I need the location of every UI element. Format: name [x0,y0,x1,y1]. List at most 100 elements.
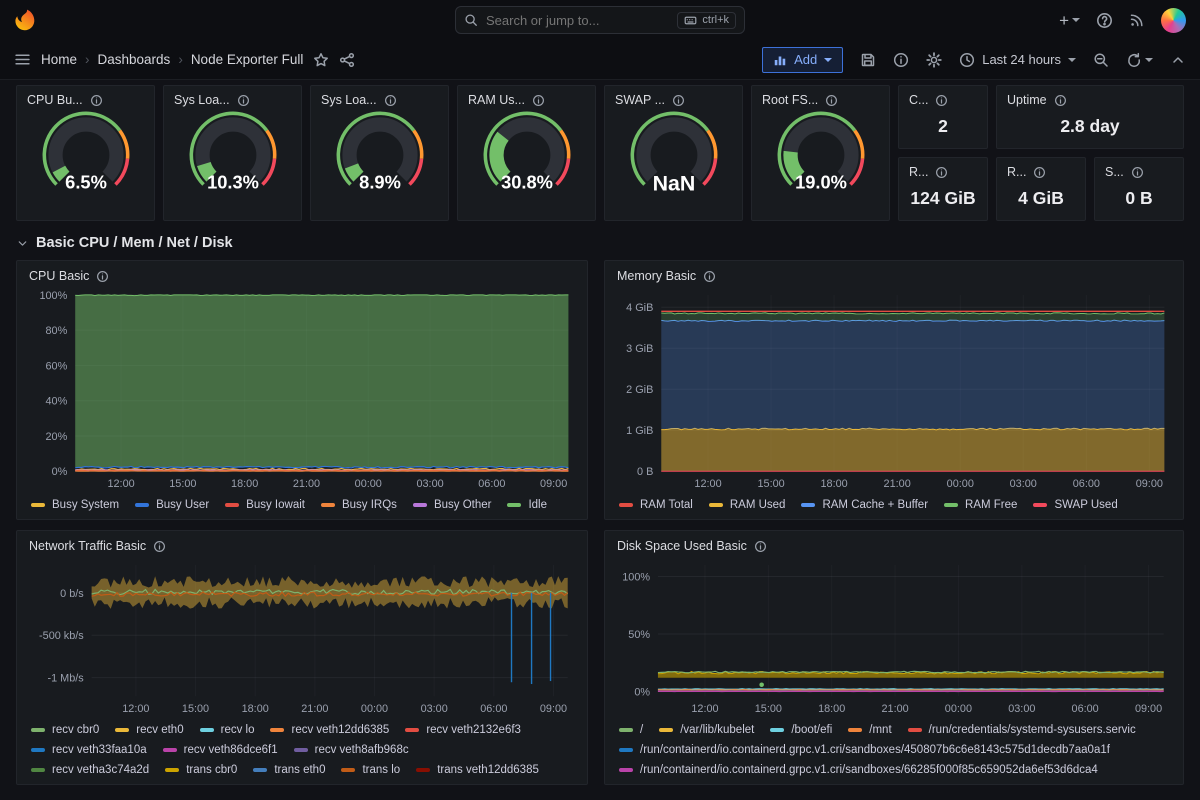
legend-item[interactable]: /run/credentials/systemd-sysusers.servic [907,724,1136,736]
legend-item[interactable]: recv veth2132e6f3 [405,724,521,736]
svg-text:21:00: 21:00 [301,703,328,715]
dashboard-settings-button[interactable] [926,51,942,68]
legend-item[interactable]: trans cbr0 [165,764,237,776]
series-color-dash [801,503,816,507]
legend-item[interactable]: Busy User [135,499,209,511]
refresh-interval-caret[interactable] [1145,57,1153,62]
gauge: 30.8% [483,111,570,193]
info-icon[interactable] [90,94,103,107]
gauge: 6.5% [42,111,129,193]
search-input[interactable]: ctrl+k [455,6,745,34]
info-icon[interactable] [1054,94,1067,107]
search-field[interactable] [486,12,670,28]
legend-item[interactable]: SWAP Used [1033,499,1118,511]
legend-item[interactable]: recv eth0 [115,724,184,736]
series-color-dash [619,748,633,752]
legend-item[interactable]: recv cbr0 [31,724,99,736]
legend-item[interactable]: recv lo [199,724,254,736]
legend-item[interactable]: RAM Total [619,499,693,511]
info-icon[interactable] [1033,166,1046,179]
legend-item[interactable]: recv veth12dd6385 [270,724,389,736]
legend-item[interactable]: /mnt [848,724,892,736]
legend-item[interactable]: Busy IRQs [320,499,397,511]
user-avatar[interactable] [1161,7,1186,33]
row-basic-cpu-mem-net-disk[interactable]: Basic CPU / Mem / Net / Disk [16,235,1184,251]
info-icon[interactable] [153,540,166,553]
time-range-picker[interactable]: Last 24 hours [959,52,1076,68]
legend-item[interactable]: Busy Other [412,499,491,511]
legend-item[interactable]: recv veth33faa10a [31,744,147,756]
legend-item[interactable]: / [619,724,643,736]
panel-title: RAM Us... [468,93,525,107]
grafana-logo[interactable] [14,8,38,32]
legend-item[interactable]: recv veth8afb968c [293,744,409,756]
info-icon[interactable] [703,270,716,283]
series-color-dash [405,728,420,732]
legend-label: Busy Iowait [246,499,305,511]
panel-stat-1: Uptime 2.8 day [996,85,1184,149]
info-icon[interactable] [532,94,545,107]
disk-space-plot[interactable]: 100% 50% 0% 12:00 15:00 18:00 21:00 00:00 03:00 0… [613,557,1177,718]
dashboard-insights-button[interactable] [893,52,909,68]
legend-item[interactable]: /var/lib/kubelet [659,724,754,736]
legend-item[interactable]: Busy System [31,499,119,511]
info-icon[interactable] [935,94,948,107]
save-icon [861,53,875,66]
new-menu-button[interactable]: + [1059,12,1080,29]
network-traffic-legend: recv cbr0 recv eth0 recv lo recv veth12dd63… [25,718,579,780]
save-dashboard-button[interactable] [860,52,876,68]
share-button[interactable] [339,52,355,68]
svg-text:2 GiB: 2 GiB [626,384,653,396]
svg-text:100%: 100% [622,571,650,583]
news-button[interactable] [1129,12,1145,28]
zoom-out-time-button[interactable] [1093,52,1109,68]
info-icon[interactable] [1131,166,1144,179]
legend-item[interactable]: trans veth12dd6385 [416,764,539,776]
legend-item[interactable]: recv vetha3c74a2d [31,764,149,776]
legend-item[interactable]: RAM Cache + Buffer [801,499,928,511]
panel-title: SWAP ... [615,93,666,107]
legend-item[interactable]: trans lo [341,764,400,776]
breadcrumb-current[interactable]: Node Exporter Full [190,52,304,67]
collapse-toolbar-button[interactable] [1170,52,1186,68]
info-icon[interactable] [237,94,250,107]
mega-menu-button[interactable] [14,51,31,68]
legend-item[interactable]: Busy Iowait [225,499,305,511]
memory-basic-plot[interactable]: 4 GiB 3 GiB 2 GiB 1 GiB 0 B 12:00 15:00 18:00 21… [613,287,1177,493]
svg-text:0 B: 0 B [637,466,653,478]
breadcrumb-dashboards[interactable]: Dashboards [97,52,171,67]
network-traffic-plot[interactable]: 0 b/s -500 kb/s -1 Mb/s 12:00 15:00 18:00 21:0… [25,557,581,718]
zoom-out-icon [1094,52,1108,67]
svg-text:1 GiB: 1 GiB [626,425,653,437]
info-icon[interactable] [825,94,838,107]
refresh-button[interactable] [1126,52,1153,68]
info-icon[interactable] [935,166,948,179]
legend-item[interactable]: RAM Free [944,499,1017,511]
legend-item[interactable]: /run/containerd/io.containerd.grpc.v1.cr… [619,744,1110,756]
panel-title: Network Traffic Basic [29,539,147,553]
legend-item[interactable]: trans eth0 [253,764,325,776]
series-color-dash [1033,503,1048,507]
legend-item[interactable]: RAM Used [708,499,785,511]
legend-label: RAM Total [640,499,693,511]
breadcrumb-home[interactable]: Home [41,52,78,67]
series-color-dash [199,728,214,732]
svg-text:18:00: 18:00 [818,703,845,715]
info-icon[interactable] [96,270,109,283]
help-button[interactable] [1096,12,1113,29]
info-icon[interactable] [672,94,685,107]
cpu-basic-plot[interactable]: 100% 80% 60% 40% 20% 0% 12:00 15:00 18:00 21:00 00… [25,287,581,493]
legend-label: recv veth8afb968c [314,744,409,756]
favorite-button[interactable] [313,52,329,68]
series-color-dash [412,503,427,507]
legend-item[interactable]: /run/containerd/io.containerd.grpc.v1.cr… [619,764,1098,776]
svg-text:80%: 80% [46,325,68,337]
info-icon[interactable] [384,94,397,107]
legend-label: trans lo [362,764,401,776]
legend-item[interactable]: Idle [507,499,547,511]
svg-text:40%: 40% [46,396,68,408]
legend-item[interactable]: /boot/efi [770,724,832,736]
info-icon[interactable] [754,540,767,553]
legend-item[interactable]: recv veth86dce6f1 [162,744,278,756]
add-panel-button[interactable]: Add [762,46,844,73]
